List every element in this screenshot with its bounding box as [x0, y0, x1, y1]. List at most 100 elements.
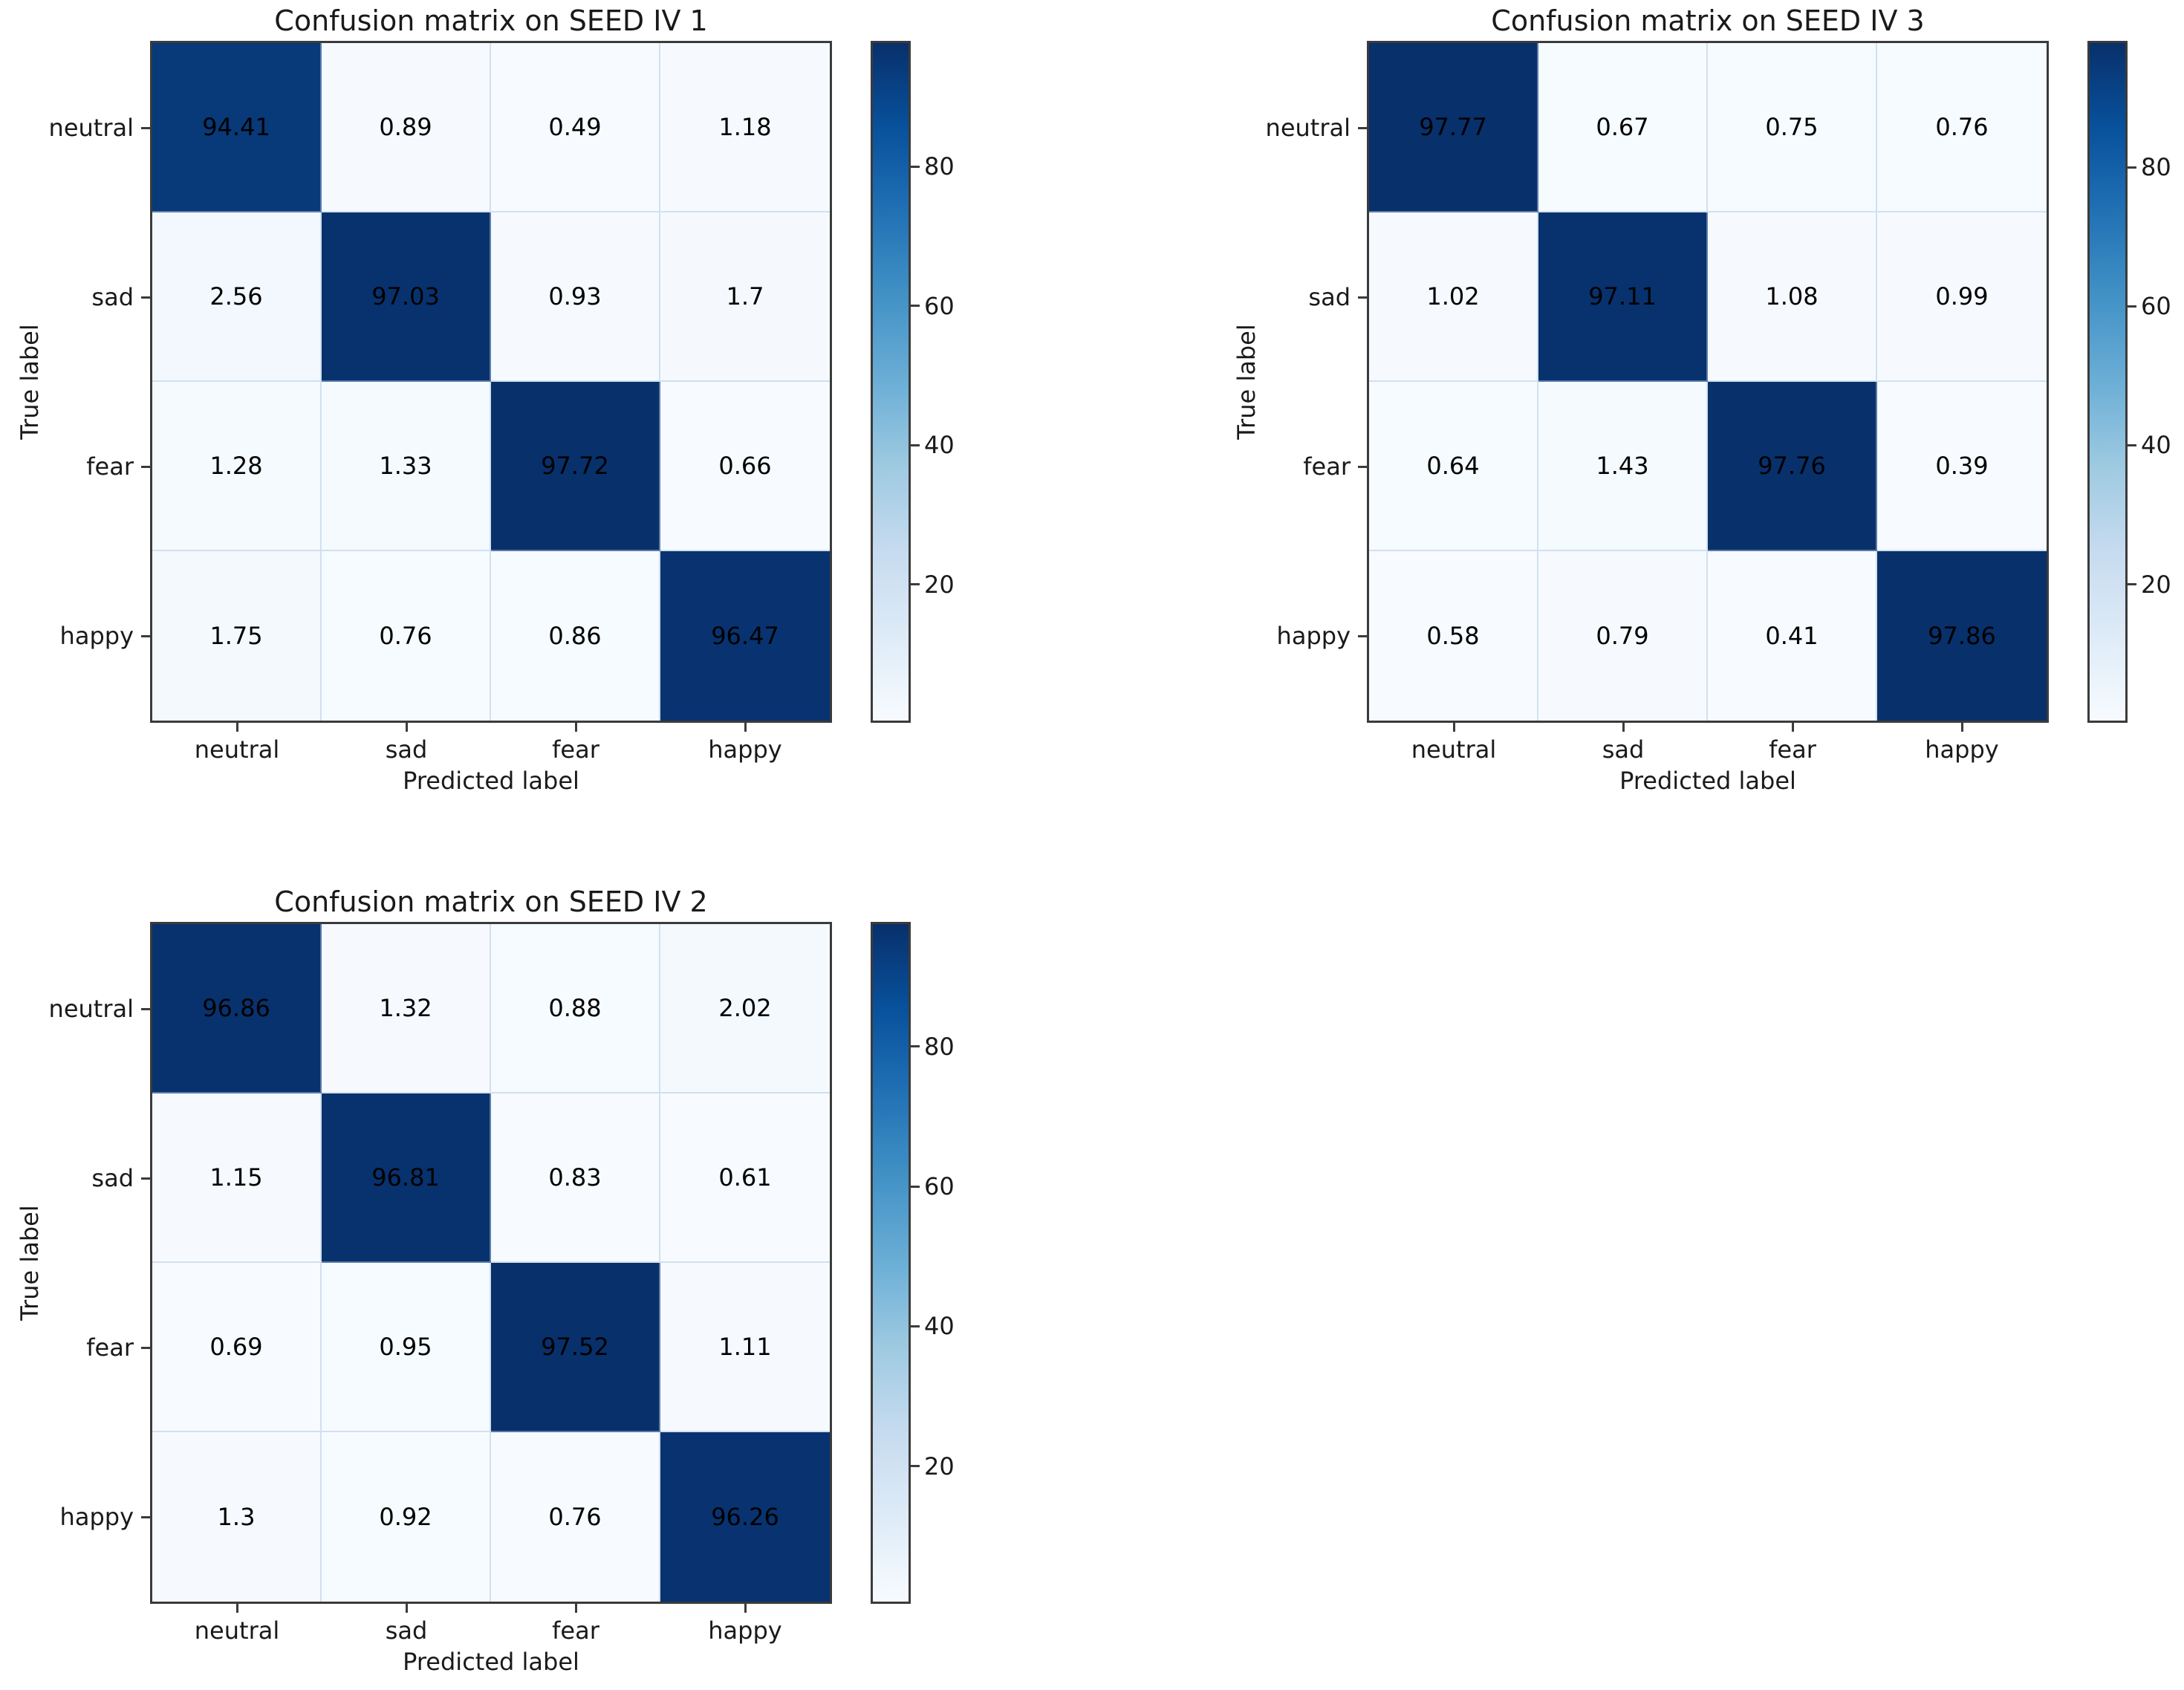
y-tick-mark	[1358, 465, 1367, 468]
matrix-cell: 96.86	[152, 924, 322, 1093]
matrix-cell: 0.76	[491, 1432, 660, 1602]
y-tick-label: neutral	[48, 995, 134, 1023]
colorbar	[871, 41, 911, 723]
matrix-cell: 0.41	[1708, 551, 1877, 721]
x-tick-label: happy	[708, 735, 782, 764]
matrix-cell: 0.88	[491, 924, 660, 1093]
y-tick-label: sad	[91, 283, 134, 311]
colorbar-tick-mark	[911, 1465, 920, 1468]
x-tick-label: neutral	[1411, 735, 1497, 764]
matrix-cell: 0.64	[1369, 382, 1538, 551]
colorbar-tick-mark	[2128, 305, 2136, 308]
colorbar-tick-mark	[911, 305, 920, 308]
matrix-cell: 0.58	[1369, 551, 1538, 721]
x-tick-label: happy	[1925, 735, 1999, 764]
colorbar-gradient	[873, 924, 909, 1602]
y-tick-label: happy	[1276, 622, 1351, 650]
matrix-cell: 1.28	[152, 382, 322, 551]
matrix-cell: 97.03	[322, 212, 491, 382]
colorbar-tick-mark	[911, 1325, 920, 1327]
y-tick-mark	[141, 126, 150, 129]
colorbar-tick-mark	[2128, 583, 2136, 585]
matrix-cell: 94.41	[152, 43, 322, 212]
colorbar-tick-mark	[911, 583, 920, 586]
heatmap-grid: 96.86 1.32 0.88 2.02 1.15 96.81 0.83 0.61 0.69 0.…	[150, 922, 832, 1604]
matrix-cell: 96.47	[660, 551, 830, 721]
y-tick-mark	[1358, 634, 1367, 637]
colorbar-tick-label: 60	[924, 291, 955, 320]
colorbar-tick-label: 80	[2141, 153, 2171, 182]
matrix-cell: 0.89	[322, 43, 491, 212]
matrix-cell: 0.39	[1877, 382, 2047, 551]
colorbar-tick-label: 80	[924, 1032, 955, 1061]
matrix-cell: 1.08	[1708, 212, 1877, 382]
matrix-cell: 1.3	[152, 1432, 322, 1602]
y-tick-mark	[141, 1515, 150, 1518]
x-tick-mark	[1622, 723, 1625, 732]
matrix-cell: 0.99	[1877, 212, 2047, 382]
x-tick-label: neutral	[194, 1616, 280, 1645]
matrix-cell: 1.75	[152, 551, 322, 721]
x-tick-mark	[1960, 723, 1963, 732]
colorbar-tick-mark	[911, 1045, 920, 1048]
colorbar-tick-label: 20	[2141, 570, 2171, 599]
x-tick-mark	[405, 1604, 408, 1613]
colorbar-gradient	[2090, 43, 2125, 721]
matrix-cell: 0.69	[152, 1263, 322, 1432]
y-tick-label: sad	[91, 1164, 134, 1192]
y-tick-label: fear	[1303, 452, 1351, 481]
x-tick-mark	[1791, 723, 1794, 732]
y-tick-label: neutral	[1265, 114, 1351, 142]
y-tick-label: fear	[86, 452, 134, 481]
y-tick-mark	[141, 296, 150, 299]
matrix-cell: 0.67	[1538, 43, 1708, 212]
x-tick-label: fear	[552, 735, 599, 764]
x-axis-label: Predicted label	[403, 1648, 579, 1676]
y-tick-mark	[141, 634, 150, 637]
matrix-cell: 97.11	[1538, 212, 1708, 382]
x-tick-label: neutral	[194, 735, 280, 764]
y-tick-label: happy	[59, 1503, 134, 1531]
colorbar-tick-label: 40	[924, 1312, 955, 1341]
matrix-cell: 1.32	[322, 924, 491, 1093]
matrix-cell: 97.72	[491, 382, 660, 551]
x-axis-label: Predicted label	[403, 767, 579, 795]
matrix-cell: 96.81	[322, 1093, 491, 1263]
y-tick-mark	[1358, 126, 1367, 129]
colorbar-tick-mark	[911, 1185, 920, 1188]
matrix-cell: 97.77	[1369, 43, 1538, 212]
colorbar-tick-label: 20	[924, 1452, 955, 1481]
matrix-cell: 97.76	[1708, 382, 1877, 551]
colorbar-gradient	[873, 43, 909, 721]
matrix-cell: 0.66	[660, 382, 830, 551]
matrix-cell: 96.26	[660, 1432, 830, 1602]
plot-title: Confusion matrix on SEED IV 2	[274, 885, 708, 918]
y-tick-label: happy	[59, 622, 134, 650]
colorbar-tick-label: 60	[2141, 292, 2171, 321]
x-tick-mark	[574, 723, 577, 732]
matrix-cell: 97.52	[491, 1263, 660, 1432]
y-tick-mark	[141, 1177, 150, 1180]
plot-title: Confusion matrix on SEED IV 1	[274, 4, 708, 37]
x-tick-mark	[574, 1604, 577, 1613]
matrix-cell: 0.86	[491, 551, 660, 721]
y-tick-label: neutral	[48, 114, 134, 142]
matrix-cell: 0.76	[322, 551, 491, 721]
x-tick-label: fear	[1769, 735, 1816, 764]
matrix-cell: 2.56	[152, 212, 322, 382]
matrix-cell: 0.79	[1538, 551, 1708, 721]
x-tick-label: sad	[1602, 735, 1645, 764]
matrix-cell: 1.43	[1538, 382, 1708, 551]
x-tick-label: sad	[385, 1616, 428, 1645]
heatmap-grid: 94.41 0.89 0.49 1.18 2.56 97.03 0.93 1.7 1.28 1.3…	[150, 41, 832, 723]
matrix-cell: 1.33	[322, 382, 491, 551]
matrix-cell: 0.49	[491, 43, 660, 212]
x-tick-label: fear	[552, 1616, 599, 1645]
heatmap-grid: 97.77 0.67 0.75 0.76 1.02 97.11 1.08 0.99 0.64 1.…	[1367, 41, 2049, 723]
x-tick-mark	[405, 723, 408, 732]
x-tick-mark	[744, 723, 747, 732]
x-tick-mark	[1452, 723, 1455, 732]
colorbar-tick-mark	[911, 165, 920, 168]
y-tick-mark	[141, 1007, 150, 1010]
y-tick-mark	[1358, 296, 1367, 299]
